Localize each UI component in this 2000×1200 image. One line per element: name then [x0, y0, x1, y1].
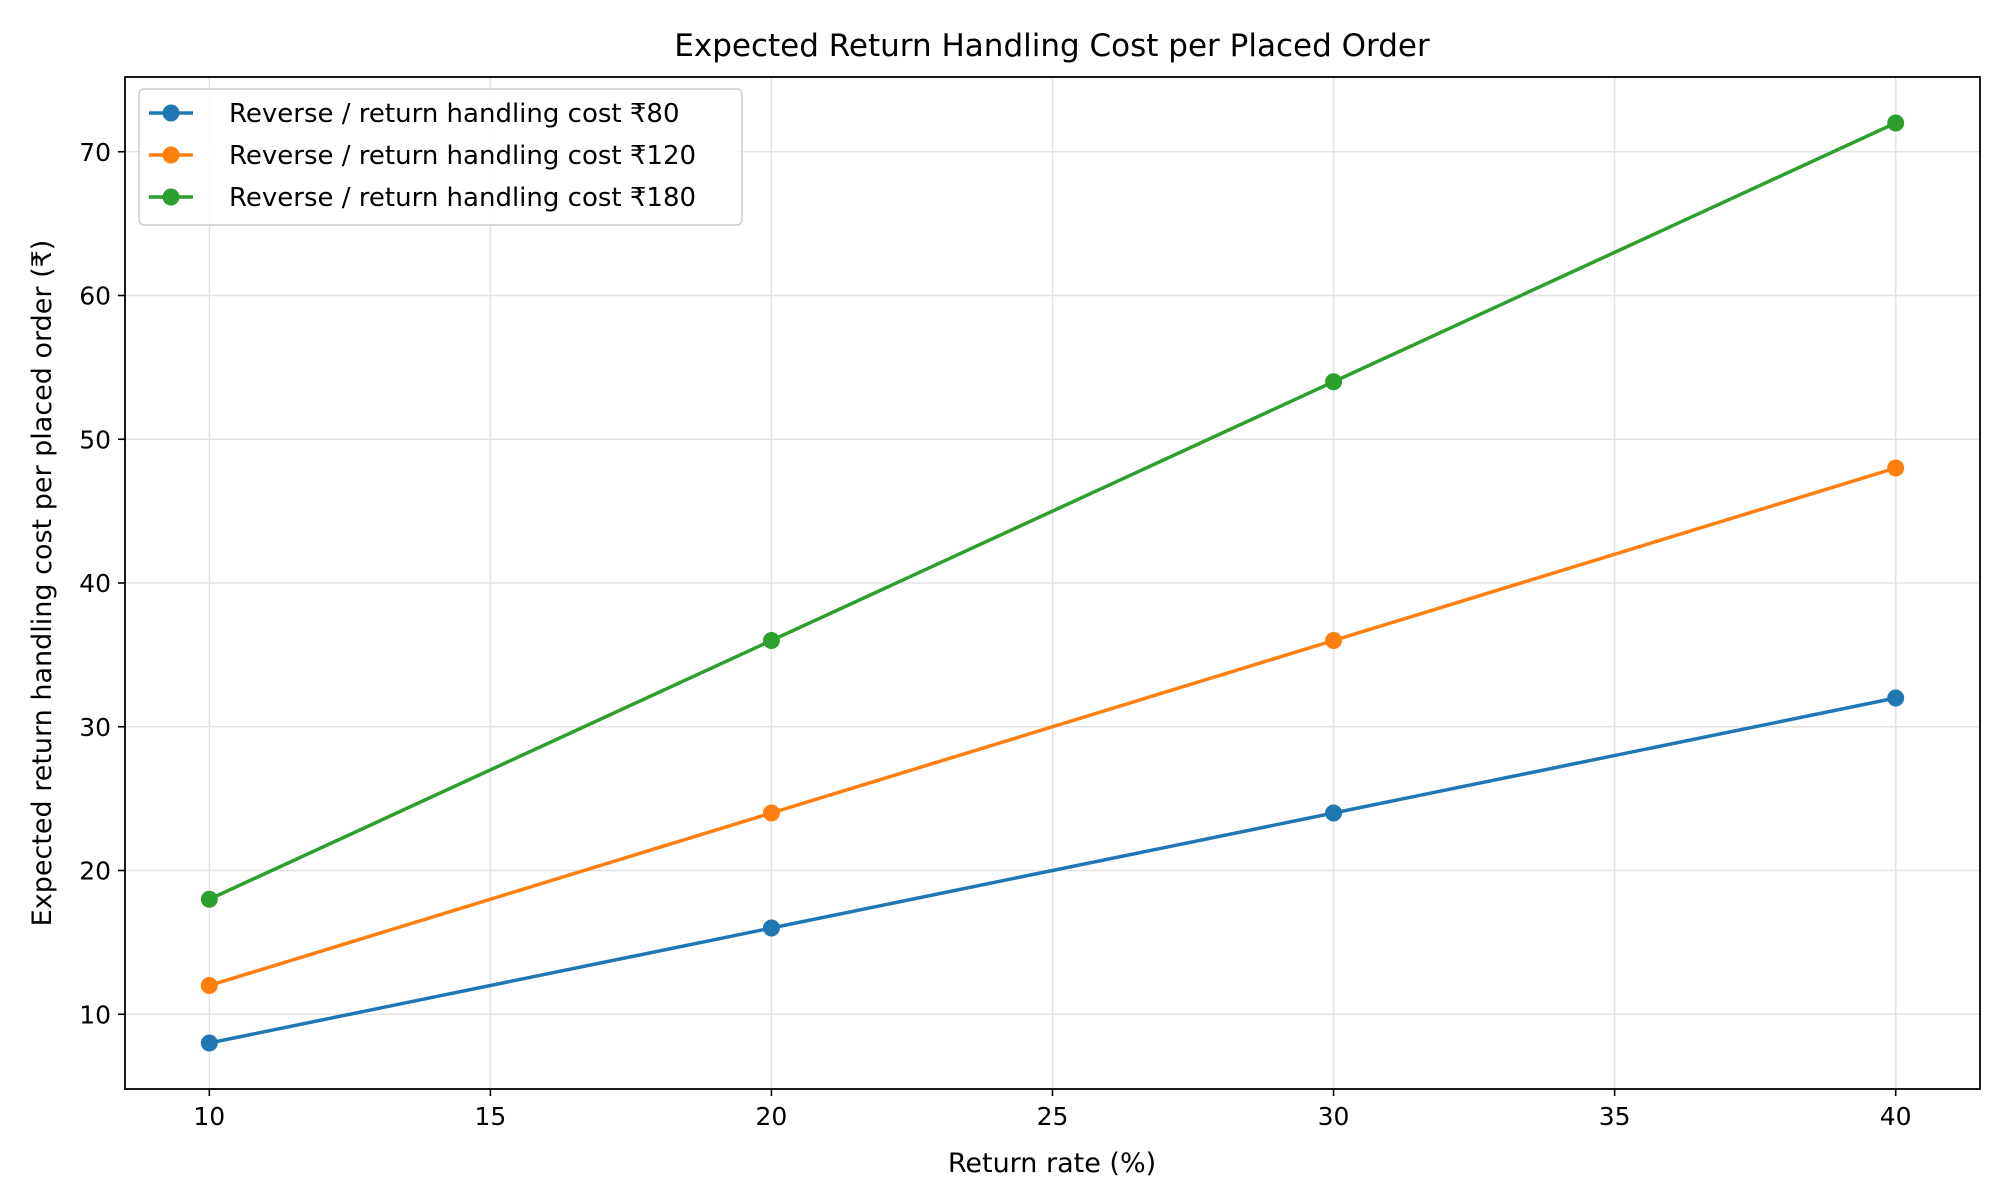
y-axis-label: Expected return handling cost per placed… — [27, 240, 58, 927]
data-point — [200, 977, 218, 994]
series-3 — [200, 114, 1905, 908]
legend-label: Reverse / return handling cost ₹80 — [229, 99, 679, 129]
legend-marker — [162, 146, 180, 164]
data-point — [1325, 804, 1343, 822]
x-tick-label: 20 — [756, 1102, 788, 1131]
x-tick-label: 35 — [1599, 1102, 1631, 1131]
series-2 — [200, 459, 1905, 994]
y-tick-label: 20 — [79, 857, 111, 886]
y-tick-label: 70 — [79, 138, 111, 167]
legend-item: Reverse / return handling cost ₹180 — [149, 183, 696, 213]
legend-label: Reverse / return handling cost ₹120 — [229, 141, 696, 171]
series-1 — [200, 689, 1905, 1052]
y-tick-label: 10 — [79, 1000, 111, 1029]
x-tick-label: 30 — [1318, 1102, 1350, 1131]
x-tick-label: 15 — [474, 1102, 506, 1131]
grid — [125, 77, 1980, 1089]
axis-ticks: 10 15 20 25 30 35 40 10 20 30 40 50 60 70 — [79, 138, 1911, 1131]
series-group — [200, 114, 1905, 1052]
legend-label: Reverse / return handling cost ₹180 — [229, 183, 696, 213]
legend-item: Reverse / return handling cost ₹80 — [149, 99, 679, 129]
legend: Reverse / return handling cost ₹80 Revers… — [138, 88, 743, 226]
data-point — [762, 919, 780, 937]
data-point — [200, 890, 218, 908]
legend-frame — [138, 88, 743, 226]
legend-marker — [162, 188, 180, 206]
series-line — [207, 121, 1898, 901]
series-line — [207, 466, 1898, 988]
chart-title: Expected Return Handling Cost per Placed… — [674, 28, 1430, 64]
x-tick-label: 40 — [1880, 1102, 1912, 1131]
data-point — [1325, 632, 1343, 649]
y-tick-label: 60 — [79, 282, 111, 311]
x-tick-label: 10 — [193, 1102, 225, 1131]
data-point — [1887, 459, 1905, 477]
x-axis-label: Return rate (%) — [948, 1148, 1156, 1179]
data-point — [1887, 114, 1905, 132]
x-tick-label: 25 — [1037, 1102, 1069, 1131]
y-tick-label: 50 — [79, 425, 111, 454]
data-point — [1887, 689, 1905, 707]
data-point — [200, 1034, 218, 1052]
data-point — [762, 804, 780, 822]
y-tick-label: 30 — [79, 713, 111, 742]
series-line — [207, 696, 1898, 1045]
legend-marker — [162, 104, 180, 122]
y-tick-label: 40 — [79, 569, 111, 598]
data-point — [1325, 373, 1343, 391]
legend-item: Reverse / return handling cost ₹120 — [149, 141, 696, 171]
data-point — [762, 632, 780, 649]
